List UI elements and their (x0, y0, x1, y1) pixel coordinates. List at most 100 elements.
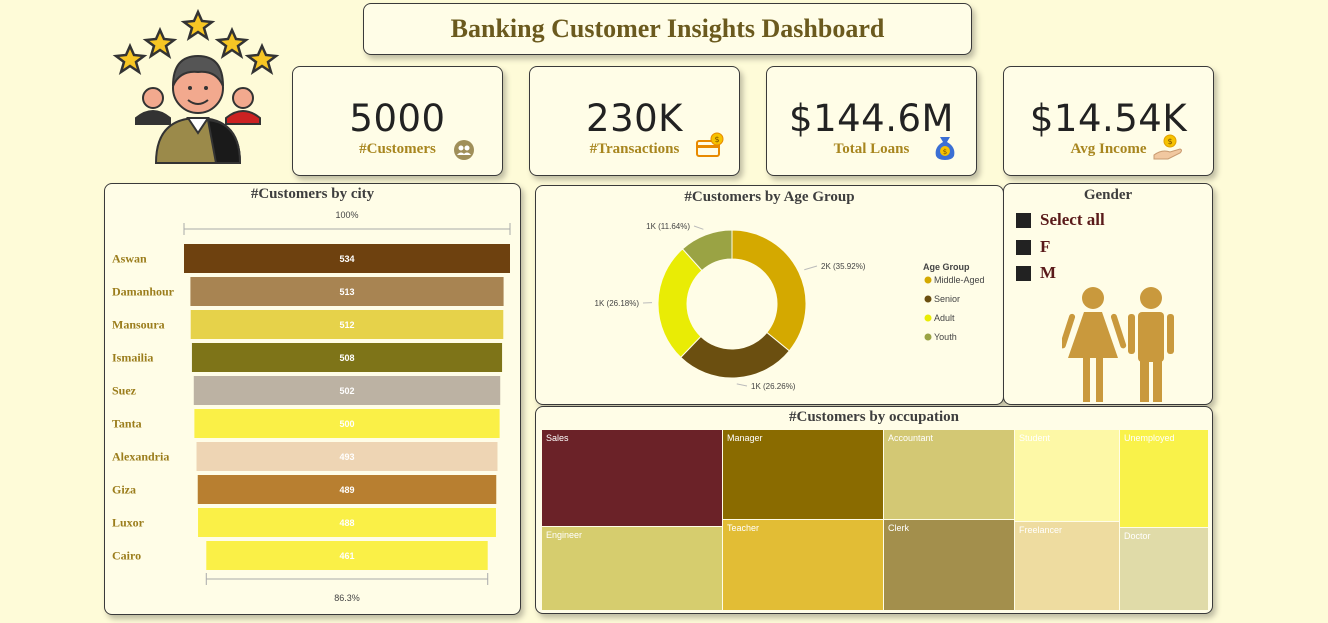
legend-title: Age Group (923, 262, 970, 272)
city-funnel-panel: #Customers by city 100% 534 Aswan 513 Damanh… (104, 183, 521, 615)
funnel-bar[interactable] (194, 409, 500, 438)
funnel-bar[interactable] (206, 541, 488, 570)
treemap-tile[interactable]: Student (1015, 430, 1119, 521)
users-icon (454, 140, 474, 160)
funnel-category-label: Aswan (112, 252, 147, 266)
funnel-bar[interactable] (198, 508, 496, 537)
donut-data-label: 2K (35.92%) (821, 262, 866, 271)
donut-data-label: 1K (11.64%) (646, 222, 690, 231)
gender-slicer-title: Gender (1083, 187, 1133, 203)
treemap-tile[interactable]: Accountant (884, 430, 1014, 519)
funnel-bar-value: 513 (339, 287, 354, 297)
legend-marker (924, 333, 932, 341)
funnel-bar[interactable] (191, 343, 503, 372)
occupation-chart-title: #Customers by occupation (788, 409, 959, 425)
funnel-bar[interactable] (197, 475, 497, 504)
funnel-bar-value: 502 (339, 386, 354, 396)
donut-leader-line (693, 225, 704, 230)
occupation-treemap-panel: #Customers by occupation Sales Engineer Ma… (535, 406, 1213, 614)
funnel-category-label: Giza (112, 483, 136, 497)
treemap-tile-label: Clerk (888, 523, 910, 533)
funnel-category-label: Cairo (112, 549, 141, 563)
funnel-bar[interactable] (184, 244, 510, 273)
legend-marker (924, 276, 932, 284)
treemap-tile-label: Sales (546, 433, 569, 443)
treemap-tile[interactable]: Clerk (884, 520, 1014, 610)
treemap-tile-label: Manager (727, 433, 763, 443)
kpi-transactions-card: 230K #Transactions $ (529, 66, 740, 176)
treemap-tile[interactable]: Freelancer (1015, 522, 1119, 610)
legend-item[interactable]: Senior (934, 294, 960, 304)
funnel-bar[interactable] (196, 442, 498, 471)
gender-slicer-panel: Gender Select all F M (1003, 183, 1213, 405)
kpi-customers-card: 5000 #Customers (292, 66, 503, 176)
legend-item[interactable]: Middle-Aged (934, 275, 985, 285)
kpi-income-value: $14.54K (1029, 97, 1188, 140)
funnel-top-label: 100% (335, 210, 358, 220)
legend-item[interactable]: Youth (934, 332, 957, 342)
gender-option-f[interactable]: F (1016, 237, 1050, 257)
svg-text:$: $ (943, 148, 947, 156)
kpi-loans-label: Total Loans (833, 141, 910, 157)
funnel-bar[interactable] (190, 277, 504, 306)
money-bag-icon: $ (935, 137, 955, 160)
age-chart-title: #Customers by Age Group (684, 189, 855, 205)
donut-leader-line (804, 265, 818, 271)
kpi-customers-value: 5000 (349, 97, 446, 140)
kpi-transactions-label: #Transactions (589, 141, 680, 157)
treemap-tile[interactable]: Manager (723, 430, 883, 519)
kpi-transactions-value: 230K (586, 97, 683, 140)
funnel-category-label: Mansoura (112, 318, 165, 332)
age-group-donut-chart: 2K (35.92%) 1K (26.26%) 1K (26.18%) 1K (11.… (595, 222, 985, 391)
gender-option-select-all[interactable]: Select all (1016, 210, 1105, 230)
treemap-tile-label: Student (1019, 433, 1051, 443)
checkbox-icon[interactable] (1016, 212, 1031, 228)
gender-option-m[interactable]: M (1016, 263, 1056, 283)
svg-text:$: $ (1167, 137, 1172, 146)
legend-marker (924, 314, 932, 322)
kpi-income-label: Avg Income (1070, 141, 1147, 157)
kpi-income-card: $14.54K Avg Income $ (1003, 66, 1214, 176)
customer-rating-illustration (112, 8, 280, 164)
donut-slice[interactable] (681, 229, 733, 272)
funnel-bar[interactable] (190, 310, 504, 339)
donut-slice[interactable] (731, 229, 807, 352)
credit-card-icon: $ (696, 132, 724, 157)
funnel-bar-value: 493 (339, 452, 354, 462)
treemap-tile[interactable]: Teacher (723, 520, 883, 610)
city-chart-title: #Customers by city (250, 186, 375, 202)
donut-slice[interactable] (657, 248, 703, 359)
donut-data-label: 1K (26.18%) (595, 299, 640, 308)
funnel-category-label: Alexandria (112, 450, 169, 464)
treemap-tile[interactable]: Doctor (1120, 528, 1208, 610)
treemap-tile[interactable]: Sales (542, 430, 722, 526)
kpi-customers-label: #Customers (359, 141, 436, 157)
treemap-tile-label: Doctor (1124, 531, 1151, 541)
treemap-tile-label: Engineer (546, 530, 583, 540)
funnel-bar-value: 534 (339, 254, 354, 264)
treemap-tile[interactable]: Unemployed (1120, 430, 1208, 527)
checkbox-icon[interactable] (1016, 265, 1031, 281)
city-funnel-chart: 100% 534 Aswan 513 Damanhour 512 Mansoura 508 Is… (112, 210, 511, 603)
legend-marker (924, 295, 932, 303)
treemap-tile[interactable]: Engineer (542, 527, 722, 610)
funnel-bar-value: 461 (339, 551, 354, 561)
dashboard-title: Banking Customer Insights Dashboard (363, 3, 972, 55)
legend-item[interactable]: Adult (934, 313, 955, 323)
funnel-bar[interactable] (193, 376, 501, 405)
funnel-bar-value: 489 (339, 485, 354, 495)
funnel-bar-value: 500 (339, 419, 354, 429)
age-group-panel: #Customers by Age Group 2K (35.92%) 1K (2… (535, 185, 1004, 405)
kpi-loans-card: $144.6M Total Loans $ (766, 66, 977, 176)
female-male-icon (1062, 287, 1174, 402)
checkbox-icon[interactable] (1016, 239, 1031, 255)
svg-text:$: $ (714, 135, 719, 144)
treemap-tile-label: Unemployed (1124, 433, 1175, 443)
kpi-loans-value: $144.6M (789, 97, 954, 140)
funnel-category-label: Suez (112, 384, 137, 398)
funnel-bar-value: 488 (339, 518, 354, 528)
treemap-tile-label: Teacher (727, 523, 760, 533)
funnel-bar-value: 512 (339, 320, 354, 330)
funnel-bottom-label: 86.3% (334, 593, 360, 603)
donut-leader-line (736, 383, 748, 387)
